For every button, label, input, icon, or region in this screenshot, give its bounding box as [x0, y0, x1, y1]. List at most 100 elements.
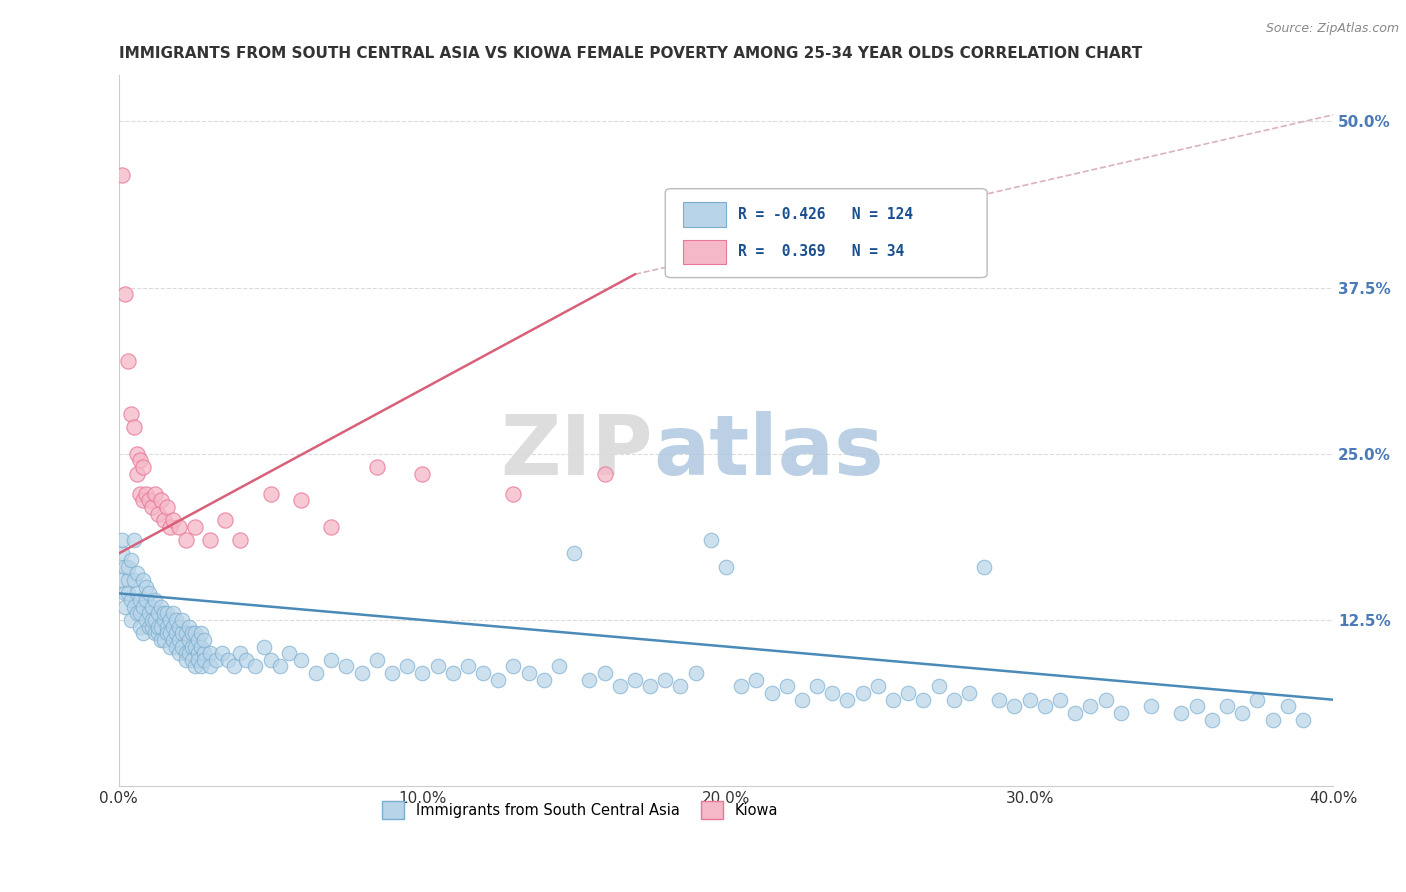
- Point: [426, 659, 449, 673]
- Point: [150, 632, 173, 647]
- Point: [156, 626, 179, 640]
- Point: [156, 619, 179, 633]
- Point: [593, 467, 616, 481]
- Point: [169, 619, 191, 633]
- Point: [1216, 699, 1239, 714]
- Point: [143, 593, 166, 607]
- Point: [135, 486, 157, 500]
- Point: [1080, 699, 1102, 714]
- Point: [745, 673, 768, 687]
- Point: [183, 626, 205, 640]
- Point: [148, 619, 170, 633]
- Point: [135, 593, 157, 607]
- Point: [502, 659, 524, 673]
- Bar: [683, 240, 725, 264]
- Point: [141, 599, 163, 614]
- Point: [129, 607, 152, 621]
- Point: [162, 513, 184, 527]
- Point: [177, 646, 200, 660]
- Text: ZIP: ZIP: [501, 411, 654, 492]
- Point: [235, 653, 257, 667]
- Text: R =  0.369   N = 34: R = 0.369 N = 34: [738, 244, 904, 260]
- Point: [837, 692, 859, 706]
- Point: [290, 653, 312, 667]
- Point: [174, 626, 197, 640]
- Point: [114, 559, 136, 574]
- Point: [125, 566, 148, 581]
- Point: [396, 659, 419, 673]
- Point: [290, 493, 312, 508]
- Point: [122, 573, 145, 587]
- Point: [153, 613, 176, 627]
- Point: [150, 493, 173, 508]
- Point: [159, 613, 181, 627]
- Point: [122, 599, 145, 614]
- Point: [593, 666, 616, 681]
- Point: [150, 619, 173, 633]
- Point: [305, 666, 328, 681]
- Point: [153, 607, 176, 621]
- Point: [198, 533, 221, 548]
- Point: [141, 613, 163, 627]
- Point: [548, 659, 571, 673]
- Point: [411, 666, 433, 681]
- Point: [165, 613, 187, 627]
- Point: [120, 407, 142, 421]
- Point: [1064, 706, 1087, 720]
- Point: [1230, 706, 1253, 720]
- Point: [111, 168, 134, 182]
- Point: [148, 626, 170, 640]
- Point: [159, 520, 181, 534]
- Point: [169, 632, 191, 647]
- Point: [1201, 713, 1223, 727]
- Point: [117, 559, 139, 574]
- Point: [180, 626, 202, 640]
- Point: [1170, 706, 1192, 720]
- Point: [198, 646, 221, 660]
- Point: [117, 573, 139, 587]
- Point: [259, 653, 281, 667]
- Text: Source: ZipAtlas.com: Source: ZipAtlas.com: [1265, 22, 1399, 36]
- Point: [852, 686, 875, 700]
- Point: [350, 666, 373, 681]
- Point: [1277, 699, 1299, 714]
- Point: [609, 680, 631, 694]
- Point: [143, 486, 166, 500]
- Point: [335, 659, 357, 673]
- Point: [1140, 699, 1163, 714]
- Point: [1049, 692, 1071, 706]
- Point: [117, 353, 139, 368]
- Point: [172, 640, 194, 654]
- Point: [141, 500, 163, 514]
- Point: [366, 653, 388, 667]
- Point: [277, 646, 299, 660]
- Point: [156, 607, 179, 621]
- Point: [366, 460, 388, 475]
- Point: [928, 680, 950, 694]
- Point: [159, 626, 181, 640]
- Point: [129, 593, 152, 607]
- Point: [214, 513, 236, 527]
- FancyBboxPatch shape: [665, 189, 987, 277]
- Point: [169, 646, 191, 660]
- Point: [685, 666, 707, 681]
- Point: [730, 680, 752, 694]
- Point: [138, 607, 160, 621]
- Point: [143, 626, 166, 640]
- Point: [1246, 692, 1268, 706]
- Point: [141, 619, 163, 633]
- Point: [132, 626, 155, 640]
- Point: [183, 659, 205, 673]
- Point: [882, 692, 904, 706]
- Point: [866, 680, 889, 694]
- Point: [700, 533, 723, 548]
- Point: [114, 586, 136, 600]
- Point: [169, 520, 191, 534]
- Point: [457, 659, 479, 673]
- Point: [180, 640, 202, 654]
- Point: [1292, 713, 1315, 727]
- Point: [187, 653, 209, 667]
- Point: [138, 619, 160, 633]
- Point: [486, 673, 509, 687]
- Point: [114, 287, 136, 301]
